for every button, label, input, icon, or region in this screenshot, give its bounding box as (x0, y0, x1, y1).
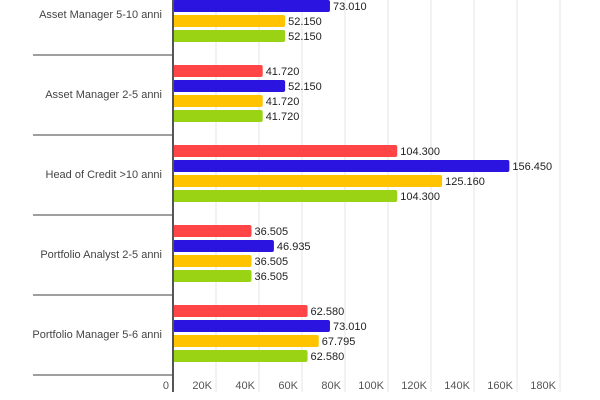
bar-series-blue (173, 240, 274, 252)
data-label: 104.300 (400, 191, 440, 203)
x-tick-label: 60K (278, 380, 298, 392)
bar-series-yellow (173, 255, 252, 267)
data-label: 125.160 (445, 176, 485, 188)
data-label: 67.795 (322, 336, 356, 348)
data-label: 41.720 (266, 111, 300, 123)
data-label: 156.450 (512, 161, 552, 173)
category-label: Head of Credit >10 anni (46, 169, 163, 181)
bar-series-green (173, 190, 398, 202)
category-label: Portfolio Manager 5-6 anni (32, 329, 162, 341)
data-label: 52.150 (288, 81, 322, 93)
x-tick-label: 120K (401, 380, 427, 392)
data-label: 41.720 (266, 66, 300, 78)
x-tick-label: 140K (444, 380, 470, 392)
bar-series-yellow (173, 95, 263, 107)
data-label: 73.010 (333, 1, 367, 13)
category-label: Portfolio Analyst 2-5 anni (40, 249, 162, 261)
bar-series-blue (173, 80, 286, 92)
data-label: 73.010 (333, 321, 367, 333)
bar-series-yellow (173, 175, 443, 187)
data-label: 52.150 (288, 31, 322, 43)
bar-series-green (173, 350, 308, 362)
x-tick-label: 0 (163, 380, 169, 392)
bar-series-green (173, 270, 252, 282)
x-tick-label: 80K (321, 380, 341, 392)
data-label: 36.505 (254, 271, 288, 283)
bar-series-red (173, 145, 398, 157)
data-label: 104.300 (400, 146, 440, 158)
data-label: 52.150 (288, 16, 322, 28)
data-label: 36.505 (254, 226, 288, 238)
x-tick-label: 160K (487, 380, 513, 392)
data-label: 62.580 (311, 351, 345, 363)
bar-series-yellow (173, 335, 319, 347)
data-label: 62.580 (311, 306, 345, 318)
data-label: 36.505 (254, 256, 288, 268)
bar-series-yellow (173, 15, 286, 27)
x-tick-label: 40K (235, 380, 255, 392)
bar-series-green (173, 30, 286, 42)
x-tick-label: 100K (358, 380, 384, 392)
data-label: 46.935 (277, 241, 311, 253)
category-label: Asset Manager 5-10 anni (39, 9, 162, 21)
bar-series-red (173, 225, 252, 237)
x-tick-label: 180K (530, 380, 556, 392)
bar-series-green (173, 110, 263, 122)
bar-series-red (173, 65, 263, 77)
x-tick-label: 20K (192, 380, 212, 392)
bar-series-blue (173, 0, 330, 12)
category-label: Asset Manager 2-5 anni (45, 89, 162, 101)
bar-series-blue (173, 320, 330, 332)
bar-series-blue (173, 160, 510, 172)
bar-series-red (173, 305, 308, 317)
data-label: 41.720 (266, 96, 300, 108)
